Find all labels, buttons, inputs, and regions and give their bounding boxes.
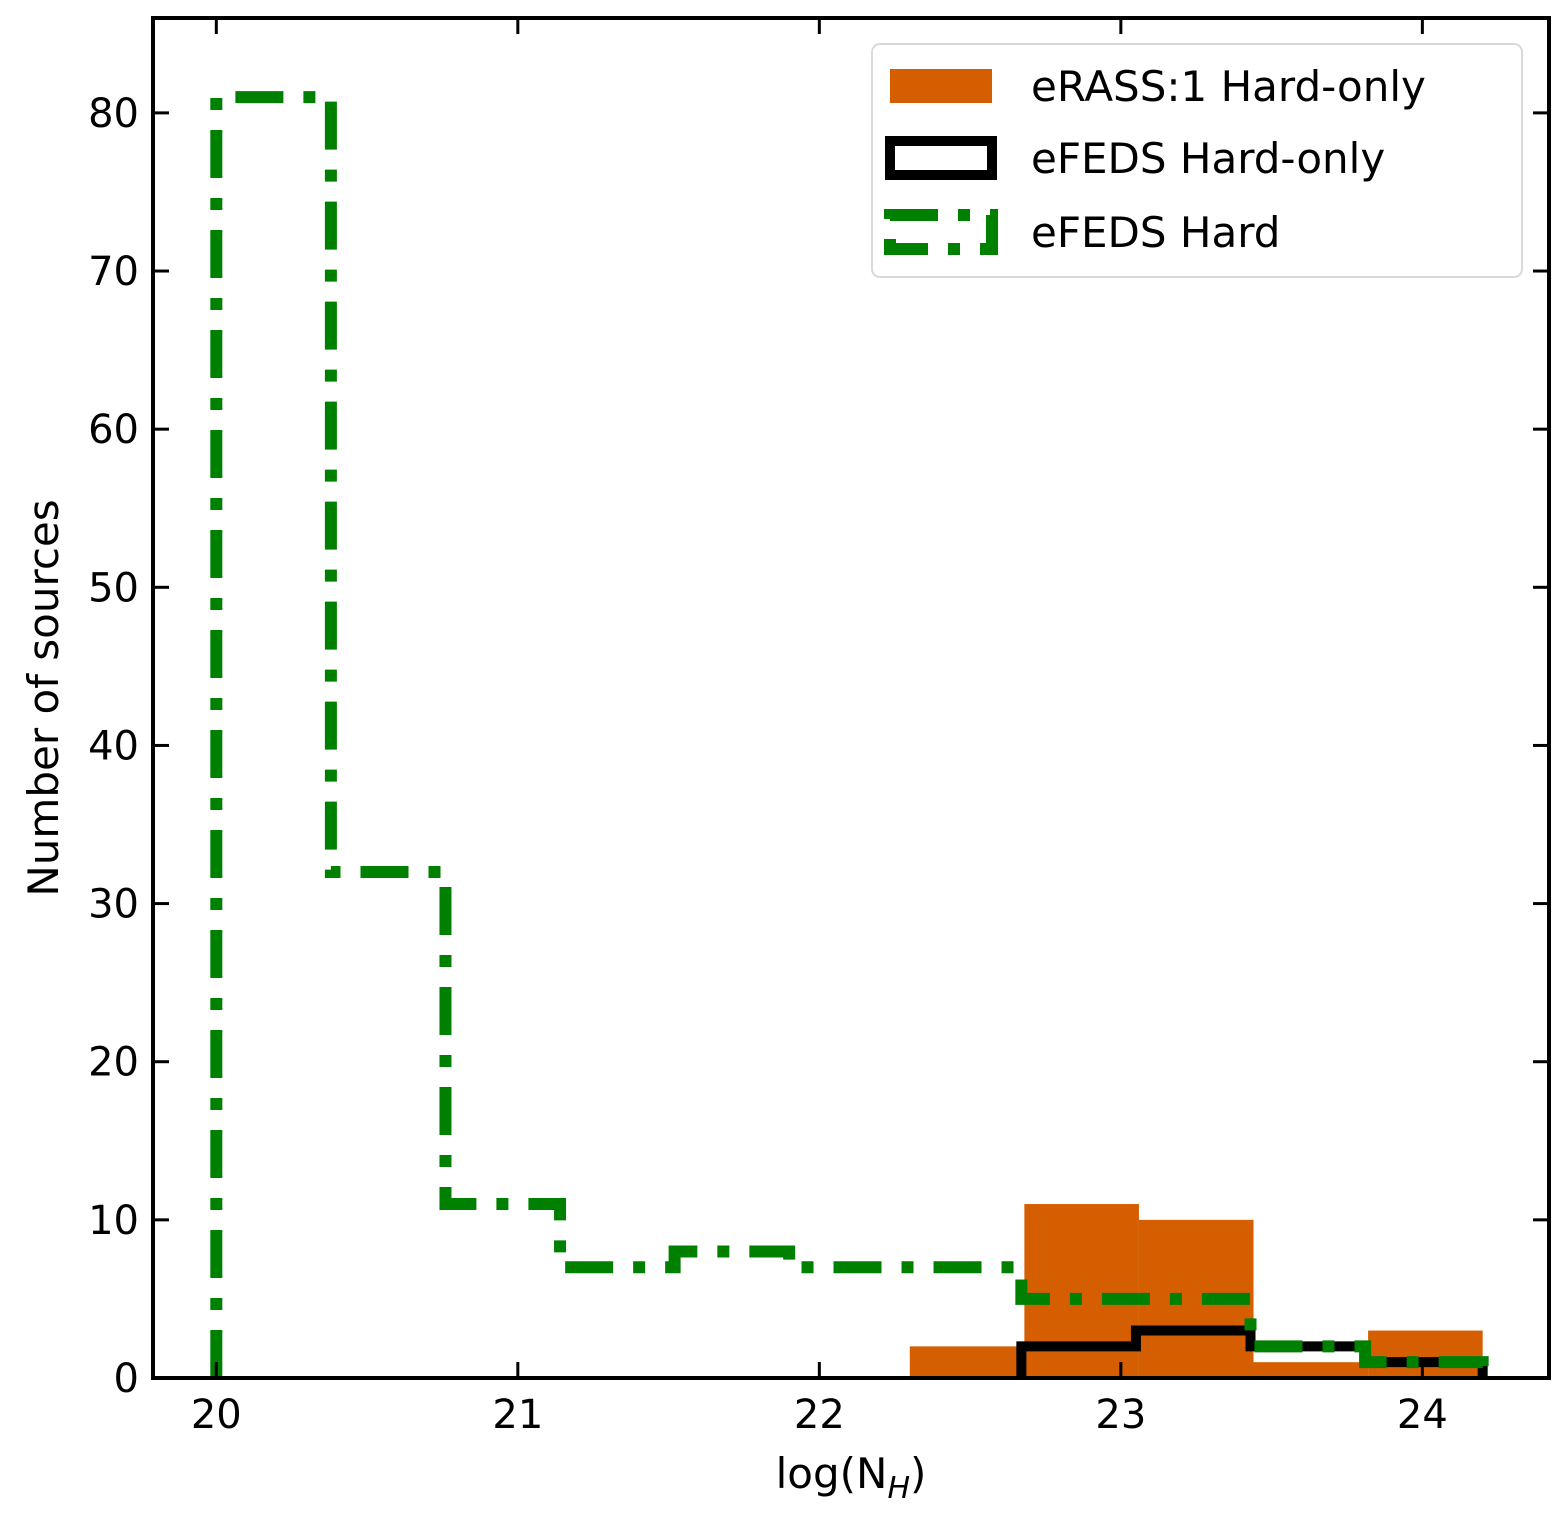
y-tick-label: 80: [88, 91, 139, 137]
y-tick-label: 70: [88, 249, 139, 295]
x-tick-label: 21: [492, 1392, 543, 1438]
erass-1-hard-only-bar: [1024, 1204, 1139, 1378]
axis-ticks: 20 21 22 23 24 0 10 20 30 40 50 60 70 80: [88, 18, 1549, 1438]
x-axis-label: log(NH): [776, 1449, 927, 1506]
legend-box: [871, 43, 1523, 278]
y-tick-label: 0: [114, 1356, 139, 1402]
erass-1-hard-only-legend-swatch: [890, 69, 992, 103]
x-tick-label: 23: [1095, 1392, 1146, 1438]
x-tick-label: 20: [191, 1392, 242, 1438]
y-tick-label: 40: [88, 723, 139, 769]
plot-area: [210, 91, 1489, 1378]
erass-1-hard-only-bar: [1368, 1330, 1483, 1378]
plot-frame: [151, 16, 1551, 1380]
y-tick-label: 10: [88, 1198, 139, 1244]
efeds-hard-legend-label: eFEDS Hard: [1031, 208, 1280, 257]
erass-1-hard-only-bar: [909, 1346, 1025, 1378]
x-tick-label: 24: [1397, 1392, 1448, 1438]
efeds-hard-legend-swatch: [884, 209, 998, 255]
y-axis-label: Number of sources: [19, 499, 68, 896]
y-tick-label: 50: [88, 565, 139, 611]
x-tick-label: 22: [794, 1392, 845, 1438]
erass-1-hard-only-legend-label: eRASS:1 Hard-only: [1031, 62, 1426, 111]
y-tick-label: 20: [88, 1040, 139, 1086]
legend: eRASS:1 Hard-only eFEDS Hard-only eFEDS Ha…: [871, 43, 1523, 278]
efeds-hard-only-legend-label: eFEDS Hard-only: [1031, 134, 1385, 183]
y-tick-label: 30: [88, 882, 139, 928]
efeds-hard-only-legend-swatch: [885, 136, 997, 180]
erass-1-hard-only-bar: [1253, 1362, 1369, 1378]
efeds-hard-only-line: [1016, 1325, 1488, 1378]
y-tick-label: 60: [88, 407, 139, 453]
efeds-hard-line: [210, 91, 1489, 1378]
